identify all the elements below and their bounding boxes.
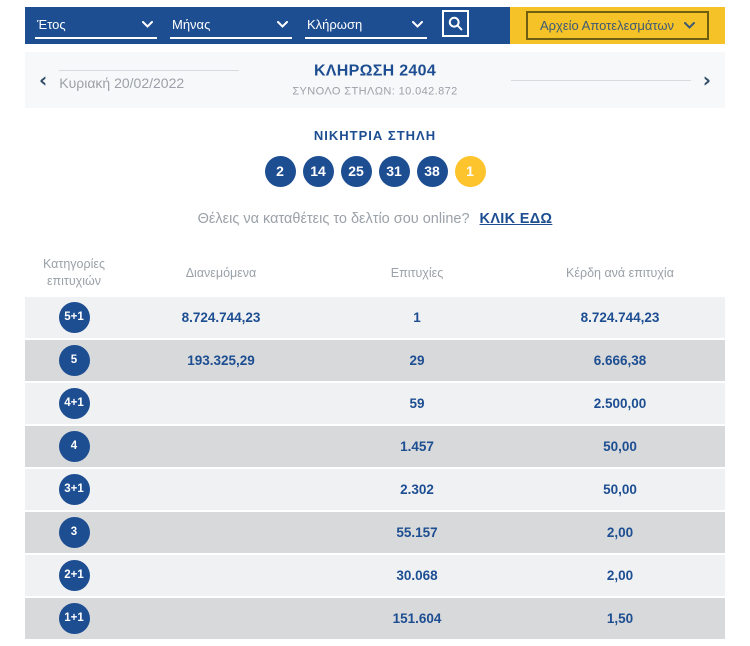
divider-line xyxy=(59,69,240,71)
prize-cell: 6.666,38 xyxy=(593,353,647,368)
winners-cell: 151.604 xyxy=(392,611,442,626)
dropdown-underline xyxy=(305,37,427,39)
dropdown-underline xyxy=(170,37,292,39)
winning-numbers: 2 14 25 31 38 1 xyxy=(0,156,750,187)
winners-cell: 30.068 xyxy=(396,568,438,583)
results-table: Κατηγορίες επιτυχιών Διανεμόμενα Επιτυχί… xyxy=(25,249,725,639)
prize-cell: 8.724.744,23 xyxy=(580,310,660,325)
winners-cell: 59 xyxy=(409,396,425,411)
winning-number-ball: 25 xyxy=(340,156,372,187)
category-badge: 5 xyxy=(58,345,90,376)
search-button[interactable] xyxy=(442,10,469,37)
winners-cell: 1 xyxy=(413,310,421,325)
draw-dropdown-label: Κλήρωση xyxy=(307,17,363,32)
chevron-down-icon xyxy=(277,21,288,28)
total-columns-label: ΣΥΝΟΛΟ ΣΤΗΛΩΝ: 10.042.872 xyxy=(292,85,458,98)
distributed-cell: 193.325,29 xyxy=(187,353,255,368)
month-dropdown-label: Μήνας xyxy=(172,17,211,32)
year-dropdown-label: Έτος xyxy=(37,17,66,32)
distributed-cell: 8.724.744,23 xyxy=(181,310,261,325)
winners-cell: 29 xyxy=(409,353,425,368)
month-dropdown[interactable]: Μήνας xyxy=(170,17,292,39)
table-row: 3 55.157 2,00 xyxy=(25,512,725,553)
archive-results-label: Αρχείο Αποτελεσμάτων xyxy=(539,18,675,33)
winning-number-ball: 14 xyxy=(302,156,334,187)
prize-cell: 1,50 xyxy=(606,611,634,626)
table-row: 4+1 59 2.500,00 xyxy=(25,383,725,424)
click-here-link[interactable]: ΚΛΙΚ ΕΔΩ xyxy=(479,211,553,227)
winning-number-ball: 31 xyxy=(378,156,410,187)
category-badge: 1+1 xyxy=(58,603,90,634)
category-badge: 3 xyxy=(58,517,90,548)
table-row: 2+1 30.068 2,00 xyxy=(25,555,725,596)
category-badge: 2+1 xyxy=(58,560,90,591)
year-dropdown[interactable]: Έτος xyxy=(35,17,157,39)
winners-cell: 1.457 xyxy=(400,439,434,454)
search-icon xyxy=(448,16,463,31)
prize-cell: 2,00 xyxy=(606,568,634,583)
header-categories: Κατηγορίες επιτυχιών xyxy=(43,257,105,288)
archive-results-button[interactable]: Αρχείο Αποτελεσμάτων xyxy=(525,11,710,40)
draw-nav-right: › xyxy=(510,68,715,92)
prize-cell: 2.500,00 xyxy=(593,396,647,411)
draw-nav-left: ‹ Κυριακή 20/02/2022 xyxy=(35,68,240,92)
winning-column-title: ΝΙΚΗΤΡΙΑ ΣΤΗΛΗ xyxy=(313,128,437,143)
prize-cell: 50,00 xyxy=(603,439,637,454)
draw-nav-center: ΚΛΗΡΩΣΗ 2404 ΣΥΝΟΛΟ ΣΤΗΛΩΝ: 10.042.872 xyxy=(292,63,457,98)
header-prize: Κέρδη ανά επιτυχία xyxy=(566,265,674,280)
header-winners: Επιτυχίες xyxy=(390,265,444,280)
online-cta-text: Θέλεις να καταθέτεις το δελτίο σου onlin… xyxy=(197,211,470,227)
dropdown-underline xyxy=(35,37,157,39)
chevron-down-icon xyxy=(412,21,423,28)
table-row: 1+1 151.604 1,50 xyxy=(25,598,725,639)
filter-bar-yellow-section: Αρχείο Αποτελεσμάτων xyxy=(510,7,725,44)
prize-cell: 2,00 xyxy=(606,525,634,540)
chevron-down-icon xyxy=(684,22,696,29)
draw-title: ΚΛΗΡΩΣΗ 2404 xyxy=(313,62,437,80)
prize-cell: 50,00 xyxy=(603,482,637,497)
winners-cell: 55.157 xyxy=(396,525,438,540)
draw-dropdown[interactable]: Κλήρωση xyxy=(305,17,427,39)
table-row: 3+1 2.302 50,00 xyxy=(25,469,725,510)
joker-number-ball: 1 xyxy=(454,156,486,187)
results-table-body: 5+1 8.724.744,23 1 8.724.744,23 5 193.32… xyxy=(25,297,725,639)
draw-date: Κυριακή 20/02/2022 xyxy=(59,74,185,91)
winning-column-section: ΝΙΚΗΤΡΙΑ ΣΤΗΛΗ 2 14 25 31 38 1 xyxy=(0,128,750,187)
divider-line xyxy=(510,79,691,81)
online-cta: Θέλεις να καταθέτεις το δελτίο σου onlin… xyxy=(0,211,750,227)
next-draw-button[interactable]: › xyxy=(699,68,715,92)
header-distributed: Διανεμόμενα xyxy=(185,265,257,280)
category-badge: 3+1 xyxy=(58,474,90,505)
draw-navigation: ‹ Κυριακή 20/02/2022 ΚΛΗΡΩΣΗ 2404 ΣΥΝΟΛΟ… xyxy=(25,52,725,108)
category-badge: 5+1 xyxy=(58,302,90,333)
table-row: 4 1.457 50,00 xyxy=(25,426,725,467)
previous-draw-button[interactable]: ‹ xyxy=(35,68,51,92)
table-row: 5+1 8.724.744,23 1 8.724.744,23 xyxy=(25,297,725,338)
category-badge: 4+1 xyxy=(58,388,90,419)
winning-number-ball: 2 xyxy=(264,156,296,187)
filter-bar-blue-section: Έτος Μήνας Κλήρωση xyxy=(25,7,510,44)
winners-cell: 2.302 xyxy=(400,482,434,497)
winning-number-ball: 38 xyxy=(416,156,448,187)
filter-bar: Έτος Μήνας Κλήρωση xyxy=(25,7,725,44)
results-table-header: Κατηγορίες επιτυχιών Διανεμόμενα Επιτυχί… xyxy=(25,249,725,297)
category-badge: 4 xyxy=(58,431,90,462)
chevron-down-icon xyxy=(142,21,153,28)
table-row: 5 193.325,29 29 6.666,38 xyxy=(25,340,725,381)
